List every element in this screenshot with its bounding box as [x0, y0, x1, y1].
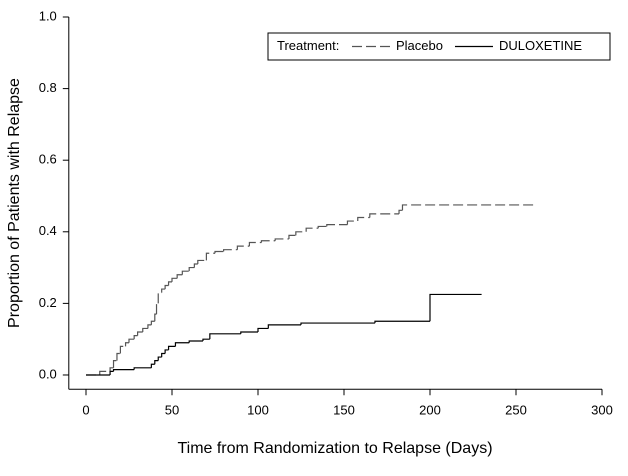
step-segment: [214, 250, 224, 254]
step-segment: [150, 320, 155, 325]
step-segment: [161, 288, 166, 293]
step-segment: [295, 231, 307, 236]
step-segment: [188, 340, 203, 343]
step-segment: [171, 277, 178, 282]
step-segment: [167, 281, 172, 286]
step-segment: [326, 224, 348, 227]
step-segment: [197, 259, 207, 265]
step-segment: [164, 284, 169, 290]
step-segment: [193, 263, 198, 268]
x-axis-title: Time from Randomization to Relapse (Days…: [177, 440, 492, 457]
step-segment: [142, 327, 148, 333]
step-segment: [137, 331, 143, 336]
step-segment: [147, 324, 152, 329]
step-segment: [157, 292, 162, 304]
step-segment: [274, 238, 289, 241]
step-segment: [248, 241, 262, 247]
step-segment: [374, 320, 430, 324]
y-tick-label: 0.0: [39, 366, 57, 381]
y-tick-label: 0.6: [39, 152, 57, 167]
step-segment: [288, 234, 296, 239]
step-segment: [164, 349, 169, 354]
step-segment: [401, 204, 537, 211]
x-tick-label: 0: [82, 403, 89, 418]
y-axis-title: Proportion of Patients with Relapse: [6, 78, 23, 328]
step-segment: [133, 367, 152, 370]
legend-box: [267, 32, 611, 61]
step-segment: [300, 322, 375, 325]
step-segment: [167, 345, 176, 350]
step-segment: [240, 331, 258, 334]
step-segment: [154, 360, 159, 365]
step-segment: [223, 249, 238, 252]
step-segment: [257, 327, 269, 333]
step-segment: [209, 333, 241, 340]
step-segment: [369, 213, 400, 218]
step-segment: [109, 370, 114, 375]
x-tick-label: 150: [333, 403, 355, 418]
step-segment: [188, 266, 195, 272]
step-segment: [124, 342, 129, 347]
step-segment: [119, 345, 126, 354]
y-tick-label: 0.2: [39, 295, 57, 310]
step-segment: [429, 293, 482, 322]
x-tick-label: 200: [419, 403, 441, 418]
step-segment: [112, 369, 135, 372]
step-segment: [202, 338, 210, 341]
y-tick-label: 1.0: [39, 8, 57, 23]
step-segment: [181, 270, 190, 275]
step-segment: [99, 370, 111, 375]
step-segment: [176, 274, 183, 279]
x-tick-label: 300: [591, 403, 613, 418]
y-tick-label: 0.8: [39, 80, 57, 95]
step-segment: [157, 356, 162, 361]
step-segment: [205, 252, 215, 261]
step-segment: [305, 227, 319, 232]
step-segment: [260, 240, 276, 243]
step-segment: [133, 335, 138, 340]
legend-label: Placebo: [396, 38, 443, 53]
step-segment: [346, 220, 358, 225]
step-segment: [116, 352, 121, 361]
step-segment: [161, 352, 166, 358]
step-segment: [150, 363, 155, 368]
legend-title: Treatment:: [277, 38, 339, 53]
y-tick-label: 0.4: [39, 223, 57, 238]
step-segment: [112, 360, 117, 368]
x-tick-label: 250: [505, 403, 527, 418]
step-segment: [267, 324, 301, 329]
step-segment: [109, 367, 114, 372]
step-segment: [128, 338, 135, 343]
x-tick-label: 100: [247, 403, 269, 418]
step-segment: [398, 209, 403, 214]
step-segment: [155, 302, 159, 315]
step-segment: [154, 313, 157, 322]
legend-label: DULOXETINE: [499, 38, 582, 53]
step-segment: [317, 225, 327, 229]
step-segment: [236, 245, 250, 250]
step-segment: [174, 342, 190, 347]
step-segment: [357, 216, 370, 222]
x-tick-label: 50: [165, 403, 179, 418]
